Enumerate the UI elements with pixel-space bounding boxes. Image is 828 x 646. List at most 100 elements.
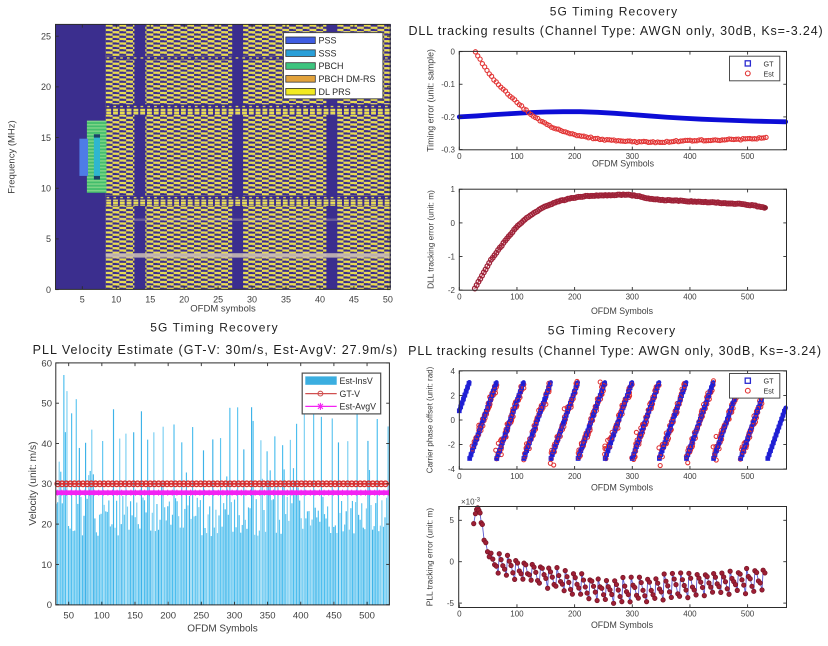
- svg-text:300: 300: [227, 610, 243, 621]
- svg-text:PLL tracking results (Channel: PLL tracking results (Channel Type: AWGN…: [408, 344, 822, 358]
- svg-text:20: 20: [41, 82, 51, 92]
- svg-text:5: 5: [46, 234, 51, 244]
- svg-text:15: 15: [41, 133, 51, 143]
- svg-text:GT: GT: [764, 377, 775, 386]
- svg-text:OFDM symbols: OFDM symbols: [190, 304, 256, 315]
- svg-text:450: 450: [326, 610, 342, 621]
- svg-text:200: 200: [568, 609, 582, 618]
- svg-text:400: 400: [683, 293, 697, 302]
- svg-text:25: 25: [213, 295, 223, 305]
- svg-text:100: 100: [510, 293, 524, 302]
- svg-text:100: 100: [510, 609, 524, 618]
- svg-text:350: 350: [260, 610, 276, 621]
- svg-text:PBCH: PBCH: [319, 61, 344, 71]
- svg-text:50: 50: [41, 399, 52, 410]
- svg-text:PLL tracking error (unit: m): PLL tracking error (unit: m): [425, 508, 435, 607]
- svg-text:-0.1: -0.1: [441, 80, 455, 89]
- svg-text:35: 35: [281, 295, 291, 305]
- svg-text:Est: Est: [764, 69, 774, 78]
- svg-text:Est: Est: [764, 387, 774, 396]
- svg-text:Velocity (unit: m/s): Velocity (unit: m/s): [28, 441, 39, 525]
- svg-text:Est-AvgV: Est-AvgV: [340, 402, 377, 412]
- svg-text:OFDM Symbols: OFDM Symbols: [592, 159, 655, 169]
- svg-text:5G Timing Recovery: 5G Timing Recovery: [550, 5, 679, 19]
- svg-text:500: 500: [741, 152, 755, 161]
- svg-text:0: 0: [46, 285, 51, 295]
- svg-text:OFDM Symbols: OFDM Symbols: [591, 620, 654, 630]
- svg-text:15: 15: [145, 295, 155, 305]
- svg-text:-0.3: -0.3: [441, 145, 455, 154]
- svg-text:40: 40: [41, 439, 52, 450]
- svg-text:PBCH DM-RS: PBCH DM-RS: [319, 74, 376, 84]
- svg-text:PSS: PSS: [319, 36, 337, 46]
- svg-text:-0.2: -0.2: [441, 113, 455, 122]
- svg-text:400: 400: [683, 152, 697, 161]
- svg-text:0: 0: [451, 219, 456, 228]
- svg-text:Est-InsV: Est-InsV: [340, 376, 373, 386]
- svg-text:-5: -5: [447, 599, 455, 608]
- svg-text:10: 10: [111, 295, 121, 305]
- svg-text:4: 4: [451, 367, 456, 376]
- svg-text:200: 200: [160, 610, 176, 621]
- svg-text:GT-V: GT-V: [340, 389, 361, 399]
- svg-text:0: 0: [457, 472, 462, 481]
- svg-text:×10-3: ×10-3: [461, 497, 481, 507]
- svg-text:50: 50: [383, 295, 393, 305]
- svg-text:0: 0: [457, 609, 462, 618]
- svg-text:OFDM Symbols: OFDM Symbols: [591, 306, 654, 316]
- svg-text:2: 2: [451, 391, 456, 400]
- svg-text:100: 100: [510, 152, 524, 161]
- svg-text:0: 0: [457, 152, 462, 161]
- svg-text:5G Timing Recovery: 5G Timing Recovery: [150, 320, 279, 334]
- svg-text:0: 0: [451, 48, 456, 57]
- svg-text:5: 5: [450, 516, 455, 525]
- svg-text:-1: -1: [448, 252, 456, 261]
- svg-text:500: 500: [359, 610, 375, 621]
- svg-text:60: 60: [41, 358, 52, 369]
- svg-text:-2: -2: [448, 440, 456, 449]
- svg-text:5G Timing Recovery: 5G Timing Recovery: [548, 323, 677, 337]
- svg-text:DLL tracking results (Channel: DLL tracking results (Channel Type: AWGN…: [408, 24, 823, 38]
- svg-text:SSS: SSS: [319, 48, 337, 58]
- svg-text:400: 400: [293, 610, 309, 621]
- svg-text:0: 0: [450, 558, 455, 567]
- svg-text:300: 300: [626, 609, 640, 618]
- svg-text:100: 100: [510, 472, 524, 481]
- svg-text:400: 400: [683, 609, 697, 618]
- svg-text:250: 250: [193, 610, 209, 621]
- svg-text:20: 20: [41, 520, 52, 531]
- svg-text:OFDM Symbols: OFDM Symbols: [187, 624, 258, 635]
- svg-text:200: 200: [568, 152, 582, 161]
- svg-text:200: 200: [568, 472, 582, 481]
- svg-text:10: 10: [41, 183, 51, 193]
- svg-text:Carrier phase offset (unit: ra: Carrier phase offset (unit: rad): [426, 366, 435, 473]
- svg-text:20: 20: [179, 295, 189, 305]
- svg-text:300: 300: [626, 472, 640, 481]
- svg-text:30: 30: [41, 479, 52, 490]
- svg-text:Frequency (MHz): Frequency (MHz): [7, 120, 18, 193]
- svg-text:-4: -4: [448, 465, 456, 474]
- svg-text:1: 1: [451, 185, 456, 194]
- svg-text:5: 5: [80, 295, 85, 305]
- svg-text:300: 300: [626, 152, 640, 161]
- svg-text:50: 50: [63, 610, 74, 621]
- svg-text:-2: -2: [448, 286, 456, 295]
- svg-text:500: 500: [741, 293, 755, 302]
- svg-text:400: 400: [683, 472, 697, 481]
- svg-text:0: 0: [451, 416, 456, 425]
- svg-text:GT: GT: [764, 59, 775, 68]
- svg-text:500: 500: [741, 472, 755, 481]
- svg-text:10: 10: [41, 560, 52, 571]
- svg-text:100: 100: [94, 610, 110, 621]
- svg-text:40: 40: [315, 295, 325, 305]
- svg-text:PLL Velocity Estimate (GT-V: 3: PLL Velocity Estimate (GT-V: 30m/s, Est-…: [33, 343, 399, 357]
- svg-text:25: 25: [41, 31, 51, 41]
- svg-text:Timing error (unit: sample): Timing error (unit: sample): [426, 49, 436, 152]
- svg-text:200: 200: [568, 293, 582, 302]
- svg-text:300: 300: [626, 293, 640, 302]
- svg-text:30: 30: [247, 295, 257, 305]
- svg-text:45: 45: [349, 295, 359, 305]
- svg-text:DL PRS: DL PRS: [319, 87, 351, 97]
- svg-text:DLL tracking error (unit: m): DLL tracking error (unit: m): [426, 190, 436, 289]
- svg-text:OFDM Symbols: OFDM Symbols: [591, 483, 654, 493]
